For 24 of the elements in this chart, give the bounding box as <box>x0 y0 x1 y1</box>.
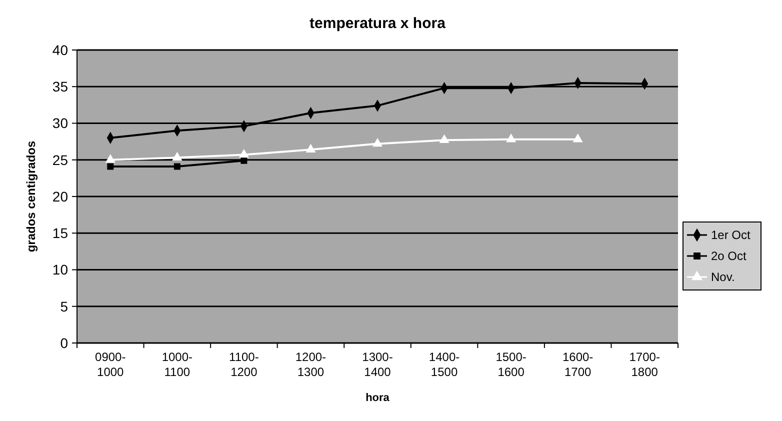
y-axis-title: grados centigrados <box>24 140 38 252</box>
y-tick-label: 15 <box>52 225 68 242</box>
x-tick-label: 1100- 1200 <box>229 350 259 379</box>
y-tick-label: 30 <box>52 115 68 132</box>
y-tick-label: 35 <box>52 78 68 95</box>
y-tick-label: 25 <box>52 152 68 168</box>
chart-title: temperatura x hora <box>310 15 446 32</box>
y-tick-label: 40 <box>52 42 68 58</box>
x-tick-label: 0900- 1000 <box>95 350 126 379</box>
x-tick-label: 1400- 1500 <box>428 350 460 379</box>
y-tick-label: 5 <box>60 298 68 314</box>
x-tick-label: 1700- 1800 <box>629 350 660 379</box>
x-tick-label: 1200- 1300 <box>295 350 326 379</box>
x-tick-label: 1000- 1100 <box>162 350 193 379</box>
y-tick-label: 20 <box>52 188 68 204</box>
x-axis-title: hora <box>366 392 390 404</box>
legend-label: 2o Oct <box>711 249 748 264</box>
y-tick-label: 10 <box>52 262 68 278</box>
x-tick-label: 1300- 1400 <box>362 350 393 379</box>
legend-label: 1er Oct <box>711 228 752 242</box>
legend-label: Nov. <box>711 270 735 284</box>
x-tick-label: 1500- 1600 <box>496 350 526 379</box>
x-tick-label: 1600- 1700 <box>562 350 594 379</box>
y-tick-label: 0 <box>60 334 68 351</box>
